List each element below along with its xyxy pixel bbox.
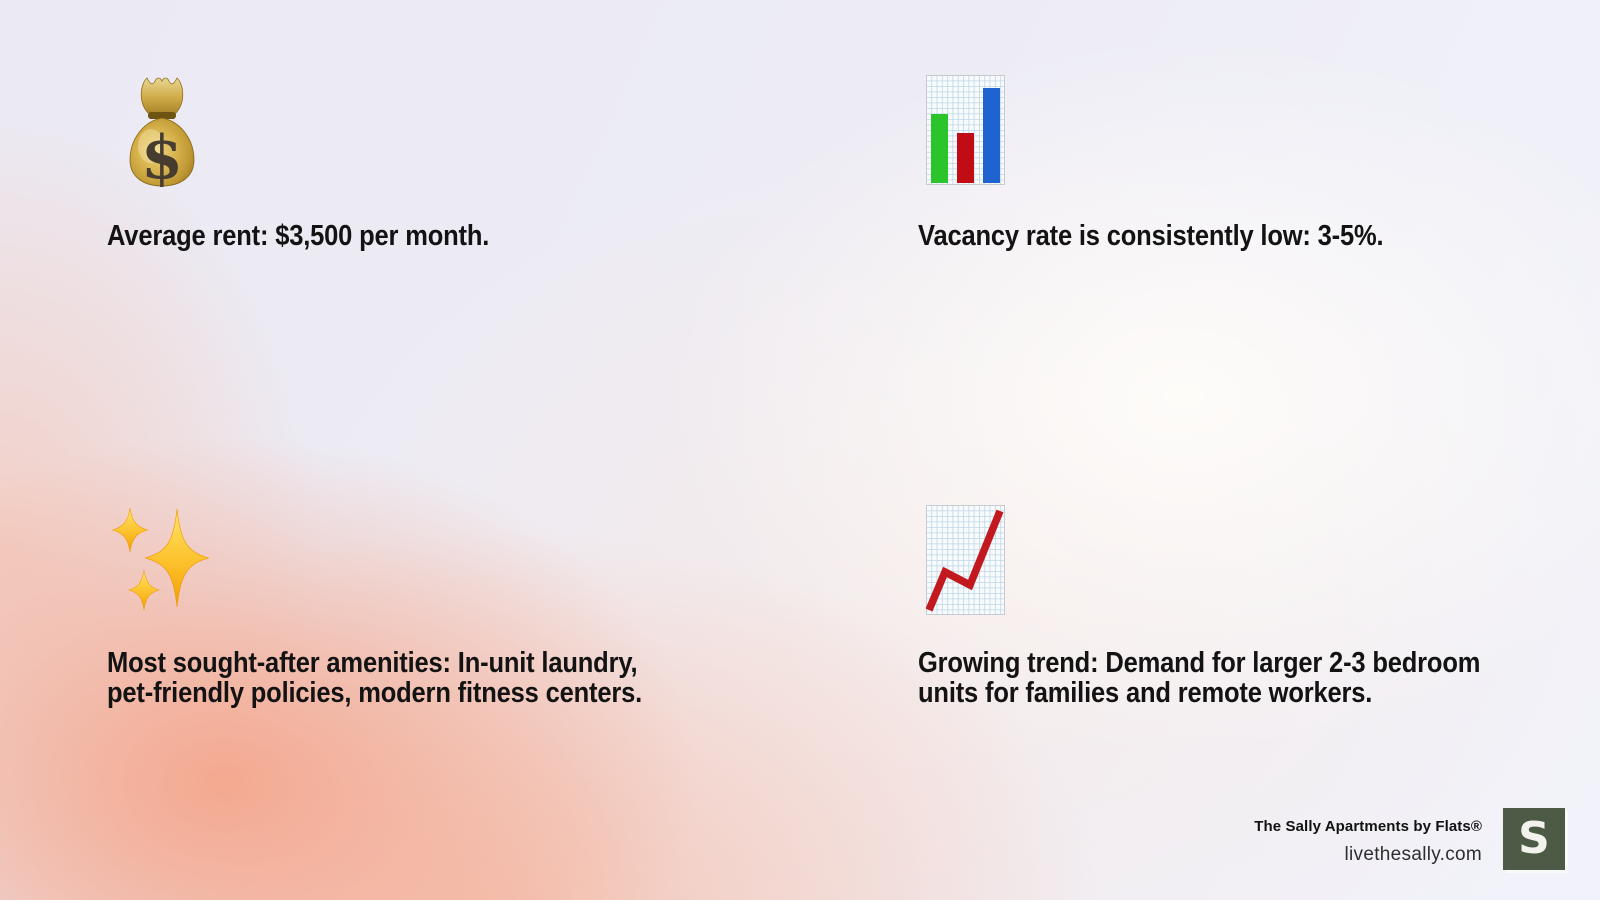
stat-text-rent: Average rent: $3,500 per month. (107, 220, 490, 252)
svg-text:$: $ (141, 123, 183, 188)
footer-website-url: livethesally.com (1344, 844, 1482, 865)
stat-text-vacancy: Vacancy rate is consistently low: 3-5%. (918, 220, 1384, 252)
stat-text-amenities: Most sought-after amenities: In-unit lau… (107, 647, 643, 709)
brand-logo-letter: S (1518, 813, 1550, 864)
bar-chart-icon (926, 75, 1005, 185)
sparkles-icon (112, 506, 212, 610)
brand-logo: S (1503, 808, 1565, 870)
money-bag-icon: $ (124, 76, 202, 188)
footer-brand-name: The Sally Apartments by Flats® (1254, 818, 1482, 835)
stat-text-trend: Growing trend: Demand for larger 2-3 bed… (918, 647, 1481, 709)
chart-increasing-icon (926, 505, 1005, 615)
